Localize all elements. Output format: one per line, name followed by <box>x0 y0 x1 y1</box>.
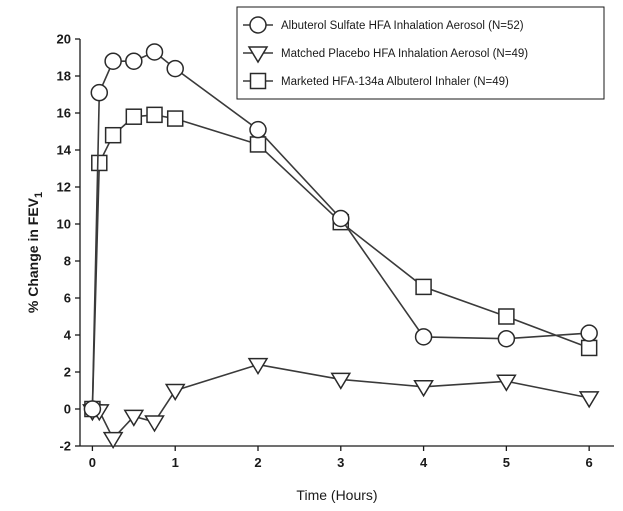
x-tick-label: 5 <box>503 455 510 470</box>
data-point-placebo <box>578 391 600 409</box>
y-tick-label: 2 <box>64 365 71 380</box>
data-point-placebo <box>123 409 145 427</box>
data-point-albuterol-sulfate <box>580 324 598 342</box>
y-tick-label: -2 <box>59 439 71 454</box>
data-point-albuterol-sulfate <box>104 52 122 70</box>
legend-label-albuterol-sulfate: Albuterol Sulfate HFA Inhalation Aerosol… <box>281 20 524 32</box>
data-point-placebo <box>102 431 124 450</box>
data-point-placebo <box>164 383 186 401</box>
data-point-placebo <box>496 374 517 392</box>
series-placebo <box>82 357 600 450</box>
y-tick-label: 10 <box>57 217 71 232</box>
data-point-marketed-hfa <box>580 339 598 357</box>
x-tick-label: 3 <box>337 455 344 470</box>
y-tick-label: 18 <box>57 69 71 84</box>
legend-marker-albuterol-sulfate <box>249 16 267 34</box>
data-point-albuterol-sulfate <box>145 43 164 61</box>
data-point-albuterol-sulfate <box>497 329 516 348</box>
legend-marker-marketed-hfa <box>249 72 267 90</box>
legend-label-marketed-hfa: Marketed HFA-134a Albuterol Inhaler (N=4… <box>281 76 509 88</box>
x-tick-label: 2 <box>254 455 261 470</box>
y-tick-label: 20 <box>57 32 71 47</box>
y-tick-label: 0 <box>64 402 71 417</box>
data-point-albuterol-sulfate <box>332 209 350 228</box>
series-layer <box>82 43 600 450</box>
data-point-marketed-hfa <box>146 106 163 124</box>
data-point-albuterol-sulfate <box>249 120 267 139</box>
y-tick-label: 6 <box>64 291 71 306</box>
data-point-placebo <box>144 415 165 433</box>
data-point-placebo <box>413 380 434 398</box>
data-point-marketed-hfa <box>498 308 515 325</box>
x-tick-label: 4 <box>420 455 428 470</box>
y-tick-label: 12 <box>57 180 71 195</box>
data-point-marketed-hfa <box>91 154 108 172</box>
y-tick-label: 4 <box>64 328 72 343</box>
data-point-albuterol-sulfate <box>166 59 184 78</box>
y-axis-title-subscript: 1 <box>33 192 45 198</box>
data-point-placebo <box>330 372 352 390</box>
data-point-albuterol-sulfate <box>414 328 433 346</box>
data-point-albuterol-sulfate <box>83 400 102 418</box>
x-tick-label: 0 <box>89 455 96 470</box>
series-line-marketed-hfa <box>91 114 590 410</box>
x-axis-title: Time (Hours) <box>296 487 377 503</box>
y-axis-title: % Change in FEV1 <box>25 192 45 313</box>
legend: Albuterol Sulfate HFA Inhalation Aerosol… <box>236 6 605 100</box>
data-point-marketed-hfa <box>104 126 122 144</box>
legend-box <box>236 6 605 100</box>
y-tick-label: 8 <box>64 254 71 269</box>
data-point-placebo <box>247 357 269 376</box>
data-point-marketed-hfa <box>125 108 143 125</box>
data-point-albuterol-sulfate <box>125 52 143 70</box>
series-albuterol-sulfate <box>83 43 598 418</box>
x-tick-label: 1 <box>172 455 179 470</box>
x-tick-label: 6 <box>586 455 593 470</box>
series-marketed-hfa <box>84 106 598 418</box>
legend-marker-placebo <box>247 46 269 64</box>
legend-label-placebo: Matched Placebo HFA Inhalation Aerosol (… <box>281 48 528 60</box>
data-point-marketed-hfa <box>415 278 432 296</box>
y-axis-title-main: % Change in FEV <box>25 197 41 313</box>
data-point-marketed-hfa <box>166 110 184 127</box>
series-line-albuterol-sulfate <box>91 50 590 410</box>
data-point-marketed-hfa <box>249 136 267 153</box>
y-tick-label: 16 <box>57 106 71 121</box>
data-point-albuterol-sulfate <box>90 83 109 102</box>
y-tick-label: 14 <box>57 143 72 158</box>
